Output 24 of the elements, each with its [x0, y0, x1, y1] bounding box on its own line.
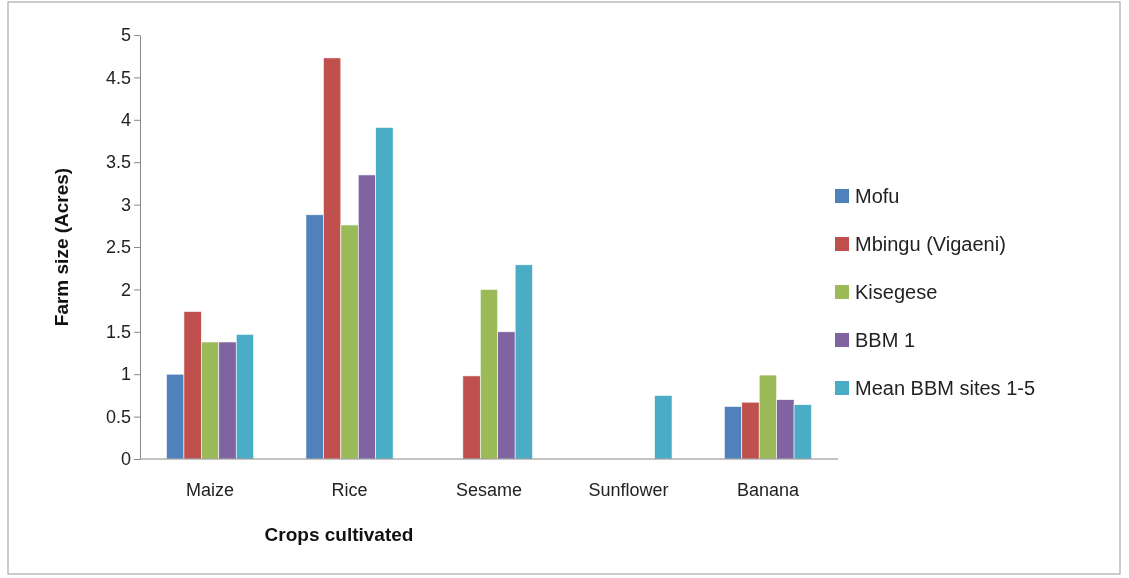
bar	[654, 395, 673, 460]
y-tick-label: 3	[120, 194, 131, 215]
x-tick-label: Maize	[186, 480, 235, 501]
x-axis-title: Crops cultivated	[264, 524, 414, 545]
legend-label: Mbingu (Vigaeni)	[855, 233, 1006, 255]
y-tick-label: 1.5	[105, 322, 131, 343]
x-tick-label: Rice	[331, 480, 368, 501]
x-tick-label: Sesame	[455, 480, 523, 501]
y-tick-label: 4.5	[105, 67, 131, 88]
x-tick-label: Sunflower	[588, 480, 669, 501]
y-axis-title: Farm size (Acres)	[51, 167, 72, 327]
legend-label: Mean BBM sites 1-5	[855, 377, 1036, 399]
legend-label: Kisegese	[855, 281, 938, 303]
legend-label: BBM 1	[855, 329, 916, 351]
y-tick-label: 2	[120, 279, 131, 300]
y-tick-label: 0.5	[105, 406, 131, 427]
x-tick-label: Banana	[736, 480, 800, 501]
y-tick-label: 1	[120, 364, 131, 385]
y-tick-label: 5	[120, 25, 131, 46]
y-tick-label: 2.5	[105, 237, 131, 258]
legend-label: Mofu	[855, 185, 900, 207]
y-tick-label: 0	[120, 449, 131, 470]
y-tick-label: 4	[120, 110, 131, 131]
y-tick-label: 3.5	[105, 152, 131, 173]
